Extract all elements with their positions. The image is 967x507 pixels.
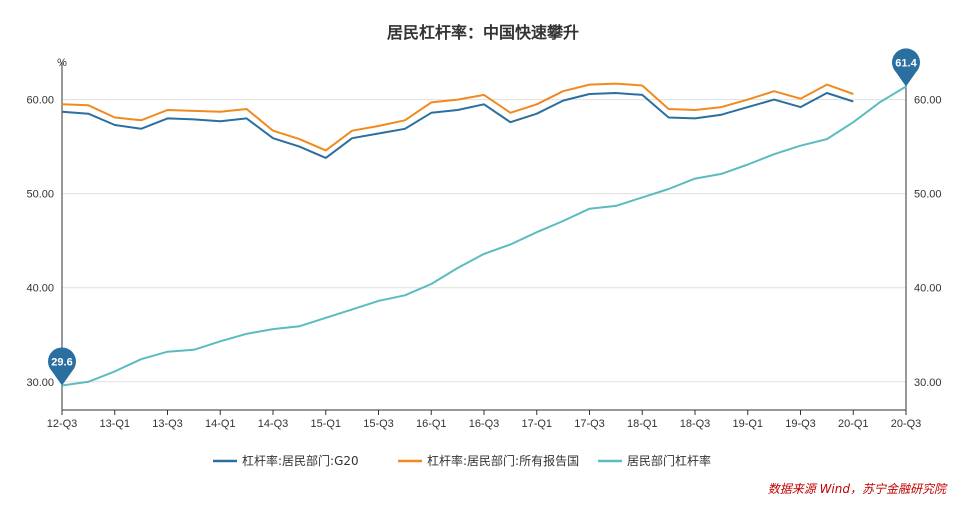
- x-tick-label: 18-Q1: [627, 418, 658, 430]
- pin-label: 61.4: [895, 57, 917, 69]
- y-left-tick-label: 50.00: [26, 189, 54, 201]
- x-tick-label: 15-Q1: [310, 418, 341, 430]
- x-tick-label: 20-Q3: [891, 418, 922, 430]
- x-tick-label: 19-Q1: [732, 418, 763, 430]
- legend: 杠杆率:居民部门:G20 杠杆率:居民部门:所有报告国 居民部门杠杆率: [213, 453, 711, 468]
- x-tick-label: 20-Q1: [838, 418, 869, 430]
- y-right-tick-label: 60.00: [914, 95, 942, 107]
- y-left-tick-label: 60.00: [26, 95, 54, 107]
- series-layer: [61, 82, 907, 387]
- axis-layer: 30.00 30.00 40.00 40.00 50.00 50.00 60.00 60.00…: [26, 62, 942, 430]
- grid-layer: [62, 99, 906, 383]
- pin-label: 29.6: [51, 357, 72, 369]
- series-line-0: [61, 92, 854, 159]
- series-line-1: [61, 82, 854, 152]
- x-tick-label: 14-Q3: [258, 418, 289, 430]
- x-tick-label: 17-Q1: [521, 418, 552, 430]
- y-right-tick-label: 40.00: [914, 283, 942, 295]
- legend-item-0: 杠杆率:居民部门:G20: [213, 453, 359, 468]
- legend-item-2: 居民部门杠杆率: [598, 453, 711, 468]
- x-tick-label: 17-Q3: [574, 418, 605, 430]
- legend-item-1: 杠杆率:居民部门:所有报告国: [398, 453, 579, 468]
- y-right-tick-label: 30.00: [914, 377, 942, 389]
- x-tick-label: 15-Q3: [363, 418, 394, 430]
- x-tick-label: 12-Q3: [47, 418, 78, 430]
- legend-label: 杠杆率:居民部门:所有报告国: [427, 453, 579, 468]
- pin-annotation: 61.4: [892, 48, 921, 87]
- chart-title: 居民杠杆率：中国快速攀升: [387, 23, 579, 42]
- y-left-tick-label: 40.00: [26, 283, 54, 295]
- x-tick-label: 13-Q1: [99, 418, 130, 430]
- legend-label: 居民部门杠杆率: [627, 453, 711, 468]
- pin-marker: [892, 48, 921, 87]
- source-note: 数据来源 Wind，苏宁金融研究院: [768, 482, 948, 496]
- x-tick-label: 16-Q3: [469, 418, 500, 430]
- series-line-2: [61, 85, 907, 387]
- x-tick-label: 16-Q1: [416, 418, 447, 430]
- x-tick-label: 18-Q3: [680, 418, 711, 430]
- annotation-layer: 29.6 61.4: [48, 48, 921, 386]
- legend-label: 杠杆率:居民部门:G20: [242, 453, 359, 468]
- pin-marker: [48, 347, 76, 386]
- x-tick-label: 14-Q1: [205, 418, 236, 430]
- pin-annotation: 29.6: [48, 347, 76, 386]
- x-tick-label: 13-Q3: [152, 418, 183, 430]
- y-left-tick-label: 30.00: [26, 377, 54, 389]
- y-right-tick-label: 50.00: [914, 189, 942, 201]
- x-tick-label: 19-Q3: [785, 418, 816, 430]
